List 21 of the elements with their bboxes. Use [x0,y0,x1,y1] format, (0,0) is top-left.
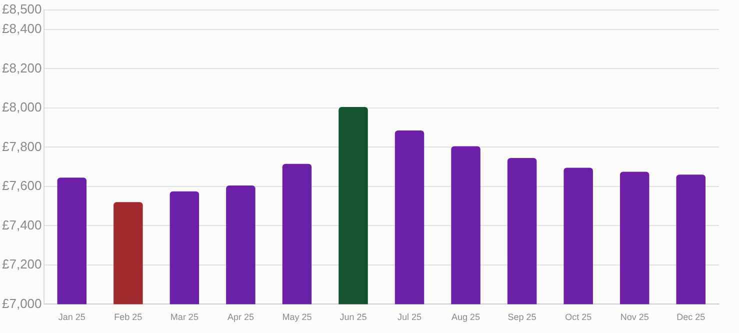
x-tick-label: Feb 25 [114,312,142,322]
y-tick-label: £8,400 [2,21,42,36]
y-tick-label: £7,000 [2,296,42,311]
x-tick-label: Jan 25 [58,312,86,322]
y-tick-label: £7,800 [2,138,42,154]
x-tick-label: Aug 25 [452,312,480,322]
y-tick-label: £7,600 [2,178,42,194]
x-tick-label: Dec 25 [676,312,706,322]
x-tick-label: Nov 25 [620,312,649,322]
y-tick-label: £7,400 [2,217,42,232]
x-tick-label: Oct 25 [565,312,592,322]
y-tick-label: £7,200 [2,256,42,272]
x-tick-label: Jul 25 [398,312,422,322]
y-tick-label: £8,500 [2,1,42,16]
x-tick-label: Sep 25 [508,312,536,322]
x-tick-label: May 25 [282,312,312,322]
y-tick-label: £8,000 [2,100,42,115]
x-tick-label: Jun 25 [340,312,367,322]
x-tick-label: Apr 25 [227,312,254,322]
y-tick-label: £8,200 [2,60,42,76]
x-tick-label: Mar 25 [170,312,198,322]
